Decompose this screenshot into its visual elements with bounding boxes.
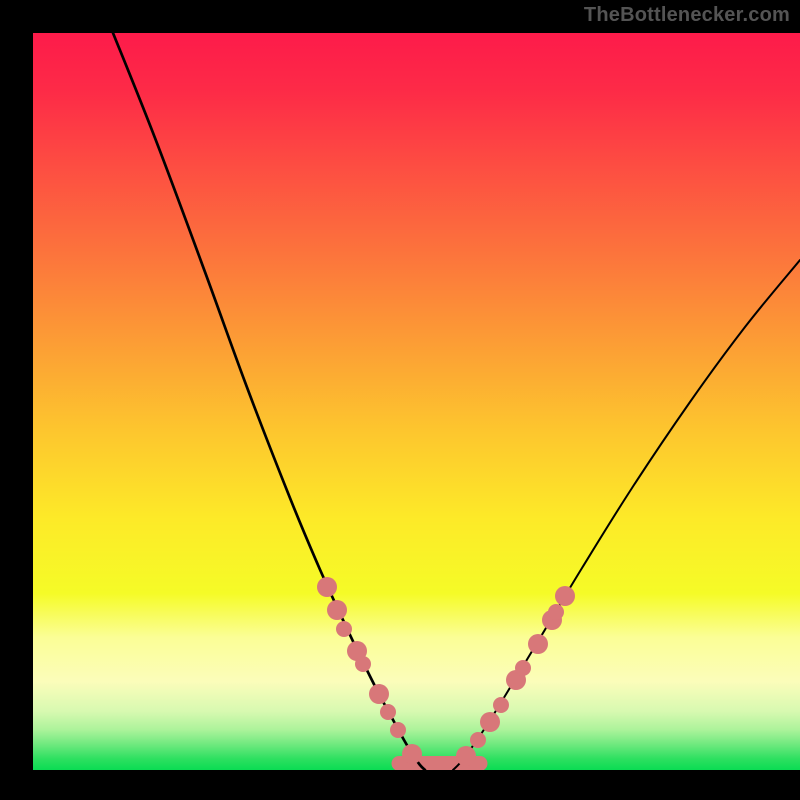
right-marker xyxy=(528,634,548,654)
right-marker xyxy=(548,604,564,620)
left-marker xyxy=(317,577,337,597)
right-marker xyxy=(555,586,575,606)
chart-background xyxy=(33,33,800,770)
left-marker xyxy=(402,744,422,764)
watermark-text: TheBottlenecker.com xyxy=(584,4,790,27)
left-marker xyxy=(369,684,389,704)
right-marker xyxy=(480,712,500,732)
left-marker xyxy=(380,704,396,720)
left-marker xyxy=(327,600,347,620)
right-marker xyxy=(515,660,531,676)
left-marker xyxy=(336,621,352,637)
left-marker xyxy=(390,722,406,738)
left-marker xyxy=(355,656,371,672)
right-marker xyxy=(470,732,486,748)
right-marker xyxy=(493,697,509,713)
right-marker xyxy=(456,746,476,766)
